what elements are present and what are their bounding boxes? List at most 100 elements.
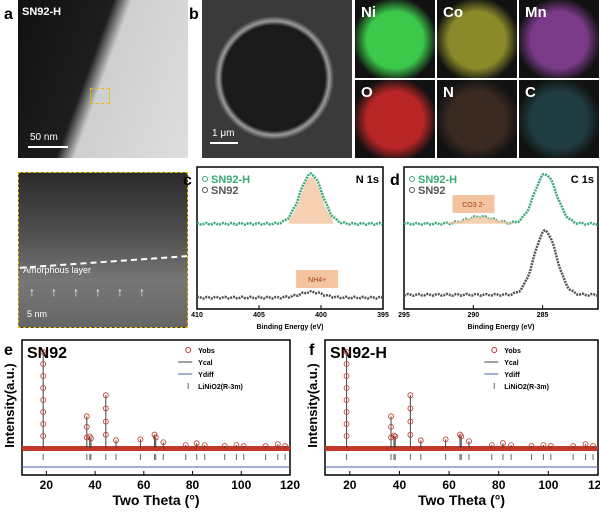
scale-bar <box>28 146 68 148</box>
yobs-point <box>488 442 495 449</box>
eds-element-label: Ni <box>361 4 376 21</box>
yobs-point <box>193 440 200 447</box>
legend-label: Ydiff <box>198 372 214 379</box>
plot-frame-d <box>403 166 599 310</box>
yobs-point <box>233 442 240 449</box>
yobs-point <box>102 392 109 399</box>
x-axis-label: Two Theta (°) <box>113 492 200 508</box>
yobs-point <box>466 438 472 445</box>
x-tick-label: 295 <box>398 312 410 319</box>
x-tick-label: 80 <box>186 478 200 492</box>
panel-e-label: e <box>4 342 13 359</box>
panel-f-label: f <box>309 342 315 359</box>
legend-label: LiNiO2(R-3m) <box>504 384 549 391</box>
yobs-point <box>343 361 350 367</box>
hrtem-inset: Amorphous layer ↑↑↑↑↑↑ 5 nm <box>18 172 188 328</box>
chart-title: N 1s <box>356 174 379 186</box>
legend-marker <box>185 347 192 353</box>
annotation-label: NH4+ <box>308 277 326 284</box>
panel-a-label: a <box>4 6 13 23</box>
x-tick-label: 285 <box>537 312 549 319</box>
x-tick-label: 40 <box>88 478 102 492</box>
yobs-point <box>83 423 90 430</box>
y-axis-label: Intensity(a.u.) <box>305 363 320 448</box>
series-sn92 <box>196 289 384 300</box>
zoom-box <box>90 88 110 104</box>
eds-map-n: N <box>437 80 517 158</box>
panel-d-label: d <box>390 172 400 189</box>
yobs-point <box>442 436 449 443</box>
panel-b-label: b <box>189 6 199 23</box>
yobs-point <box>407 431 414 438</box>
chart-title: C 1s <box>571 174 594 186</box>
eds-map-ni: Ni <box>355 0 435 78</box>
yobs-point <box>88 435 94 442</box>
yobs-point <box>343 421 350 427</box>
yobs-point <box>508 442 515 449</box>
yobs-point <box>240 443 247 449</box>
yobs-point <box>201 442 208 449</box>
yobs-point <box>590 443 596 449</box>
x-tick-label: 80 <box>492 478 506 492</box>
x-tick-label: 40 <box>393 478 407 492</box>
legend-label: SN92 <box>418 185 446 197</box>
annotation-box <box>452 195 495 213</box>
xrd-background <box>22 446 290 451</box>
inset-scale-label: 5 nm <box>27 309 48 319</box>
yobs-point <box>388 413 394 420</box>
x-tick-label: 100 <box>231 478 251 492</box>
yobs-point <box>343 373 350 379</box>
legend-marker <box>409 187 415 193</box>
x-tick-label: 60 <box>137 478 151 492</box>
y-axis-label: Intensity(a.u.) <box>2 363 17 448</box>
yobs-point <box>40 433 47 439</box>
x-axis-label: Two Theta (°) <box>418 492 505 508</box>
yobs-point <box>540 442 547 449</box>
x-tick-label: 290 <box>467 312 479 319</box>
legend-label: Yobs <box>504 348 521 355</box>
legend-marker <box>491 347 498 353</box>
yobs-point <box>83 413 90 420</box>
yobs-point <box>392 433 399 440</box>
x-tick-label: 120 <box>280 478 300 492</box>
yobs-point <box>40 397 47 403</box>
x-tick-label: 400 <box>315 312 327 319</box>
yobs-point <box>547 443 554 449</box>
amorphous-layer-label: Amorphous layer <box>23 265 92 275</box>
xrd-background <box>325 446 598 451</box>
x-tick-label: 405 <box>253 312 265 319</box>
yobs-point <box>407 392 414 399</box>
arrow-icons: ↑↑↑↑↑↑ <box>29 285 161 299</box>
yobs-point <box>407 405 414 412</box>
yobs-point <box>151 431 158 438</box>
sem-scale-bar <box>210 142 238 144</box>
legend-marker <box>409 176 415 182</box>
x-tick-label: 100 <box>538 478 558 492</box>
legend-label: Ycal <box>198 360 212 367</box>
yobs-point <box>137 436 144 443</box>
yobs-point <box>388 423 394 430</box>
eds-element-label: O <box>361 84 373 101</box>
yobs-point <box>160 439 167 446</box>
yobs-point <box>40 373 47 379</box>
yobs-point <box>40 349 47 355</box>
x-tick-label: 410 <box>191 312 203 319</box>
legend-marker <box>202 176 208 182</box>
yobs-point <box>262 443 269 449</box>
eds-element-label: Co <box>443 4 463 21</box>
yobs-point <box>102 418 109 425</box>
yobs-point <box>221 443 228 449</box>
panel-c-label: c <box>183 172 192 189</box>
eds-map-o: O <box>355 80 435 158</box>
yobs-point <box>343 433 350 439</box>
x-axis-label: Binding Energy (eV) <box>468 324 535 331</box>
chart-title: SN92-H <box>330 345 387 362</box>
yobs-point <box>407 418 414 425</box>
yobs-point <box>500 440 506 447</box>
legend-label: SN92-H <box>418 174 457 186</box>
yobs-point <box>152 434 159 441</box>
legend-label: Ycal <box>504 360 518 367</box>
yobs-point <box>458 433 465 440</box>
annotation-box <box>296 270 339 288</box>
